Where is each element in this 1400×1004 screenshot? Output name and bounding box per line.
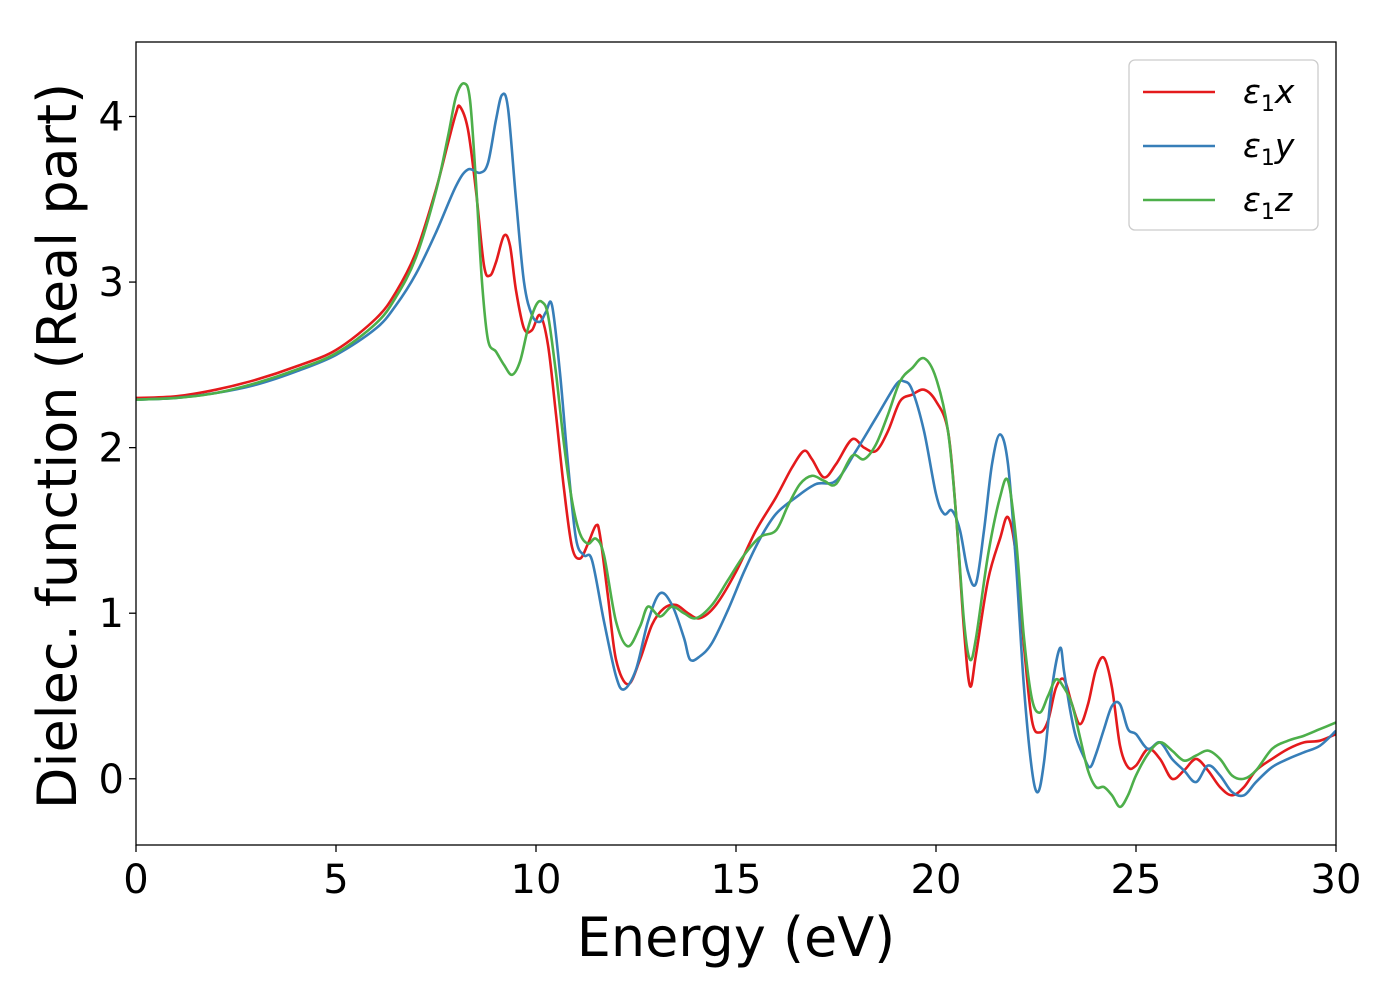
series-line-x (136, 104, 1336, 797)
series-line-z (136, 82, 1336, 809)
y-tick-label: 2 (99, 426, 124, 472)
y-tick-label: 0 (99, 757, 124, 803)
x-tick-label: 30 (1311, 857, 1362, 903)
y-axis-title: Dielec. function (Real part) (26, 83, 89, 809)
legend-label-x: ε1x (1243, 72, 1295, 117)
series-line-y (136, 92, 1336, 798)
x-tick-label: 0 (123, 857, 148, 903)
legend-label-y: ε1y (1243, 126, 1295, 171)
legend-box (1128, 59, 1319, 231)
x-tick-label: 20 (911, 857, 962, 903)
x-tick-label: 10 (511, 857, 562, 903)
y-tick-label: 1 (99, 591, 124, 637)
x-axis-title: Energy (eV) (577, 906, 896, 969)
y-axis: 0 1 2 3 4 (99, 95, 136, 803)
x-axis: 0 5 10 15 20 25 30 (123, 845, 1361, 903)
legend-label-z: ε1z (1243, 180, 1293, 225)
x-tick-label: 5 (323, 857, 348, 903)
x-tick-label: 15 (711, 857, 762, 903)
y-tick-label: 4 (99, 95, 124, 141)
y-tick-label: 3 (99, 260, 124, 306)
legend: ε1x ε1y ε1z (1128, 59, 1319, 231)
series-layer (136, 82, 1336, 809)
x-tick-label: 25 (1111, 857, 1162, 903)
